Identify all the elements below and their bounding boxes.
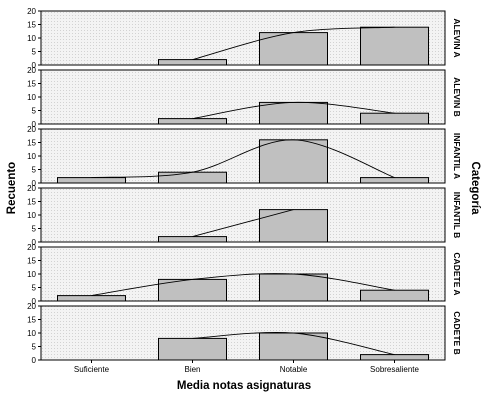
curve-line: [91, 273, 395, 297]
bar: [259, 209, 328, 243]
curve-line: [192, 331, 395, 356]
bar: [57, 295, 126, 302]
bar: [360, 26, 429, 66]
panel: 0 5 10 15 20 ALEVIN A: [27, 7, 462, 70]
y-tick-label: 20: [27, 184, 36, 193]
y-tick-label: 0: [32, 61, 37, 70]
y-tick-label: 15: [27, 316, 36, 325]
y-tick-label: 0: [32, 179, 37, 188]
y-tick-label: 10: [27, 270, 36, 279]
y-tick-label: 20: [27, 302, 36, 311]
y-tick-label: 20: [27, 66, 36, 75]
x-axis-title: Media notas asignaturas: [177, 380, 311, 392]
bar: [259, 332, 328, 361]
panel-label: CADETE A: [452, 252, 462, 295]
y-tick-label: 20: [27, 7, 36, 16]
bar: [259, 101, 328, 125]
y-tick-label: 10: [27, 93, 36, 102]
y-tick-label: 5: [32, 107, 37, 116]
chart-panels: 0 5 10 15 20 ALEVIN A 0 5 10 15 20 ALEVIN B 0 5 10 15 20…: [27, 7, 462, 374]
x-tick-label: Sobresaliente: [370, 365, 419, 374]
x-tick-label: Suficiente: [74, 365, 110, 374]
panel-label: INFANTIL B: [452, 192, 462, 239]
y-tick-label: 15: [27, 257, 36, 266]
panel: 0 5 10 15 20 CADETE B: [27, 302, 462, 365]
y-tick-label: 10: [27, 329, 36, 338]
curve-line: [91, 139, 395, 179]
x-tick-label: Bien: [184, 365, 200, 374]
bar: [158, 171, 227, 184]
y-tick-label: 15: [27, 21, 36, 30]
bar: [158, 337, 227, 361]
y-tick-label: 5: [32, 343, 37, 352]
facet-title: Categoría: [469, 161, 481, 215]
curve-line: [192, 209, 294, 238]
bar: [259, 32, 328, 66]
y-tick-label: 5: [32, 48, 37, 57]
panel-label: INFANTIL A: [452, 133, 462, 179]
y-tick-label: 20: [27, 243, 36, 252]
bar: [360, 354, 429, 361]
y-tick-label: 10: [27, 152, 36, 161]
panel-label: CADETE B: [452, 311, 462, 354]
y-tick-label: 5: [32, 284, 37, 293]
y-tick-label: 0: [32, 297, 37, 306]
panel: 0 5 10 15 20 INFANTIL A: [27, 125, 462, 188]
bar: [158, 118, 227, 125]
y-tick-label: 5: [32, 225, 37, 234]
panel-label: ALEVIN A: [452, 18, 462, 57]
y-tick-label: 10: [27, 34, 36, 43]
bar: [259, 273, 328, 302]
bar: [360, 177, 429, 184]
bar: [158, 236, 227, 243]
y-tick-label: 15: [27, 139, 36, 148]
x-tick-label: Notable: [280, 365, 308, 374]
bar: [57, 177, 126, 184]
y-tick-label: 20: [27, 125, 36, 134]
y-tick-label: 15: [27, 80, 36, 89]
bar: [259, 139, 328, 184]
panel-background: [40, 128, 446, 184]
curve-line: [192, 26, 395, 61]
panel: 0 5 10 15 20 CADETE A: [27, 243, 462, 306]
y-tick-label: 5: [32, 166, 37, 175]
panel-label: ALEVIN B: [452, 77, 462, 117]
y-axis-title: Recuento: [6, 162, 18, 214]
y-tick-label: 0: [32, 238, 37, 247]
y-tick-label: 15: [27, 198, 36, 207]
panel-background: [40, 187, 446, 243]
panel: 0 5 10 15 20 INFANTIL B: [27, 184, 462, 247]
y-tick-label: 0: [32, 356, 37, 365]
panel: 0 5 10 15 20 ALEVIN B: [27, 66, 462, 129]
bar: [158, 59, 227, 66]
curve-line: [192, 101, 395, 120]
bar: [360, 112, 429, 125]
y-tick-label: 10: [27, 211, 36, 220]
bar: [360, 289, 429, 302]
y-tick-label: 0: [32, 120, 37, 129]
